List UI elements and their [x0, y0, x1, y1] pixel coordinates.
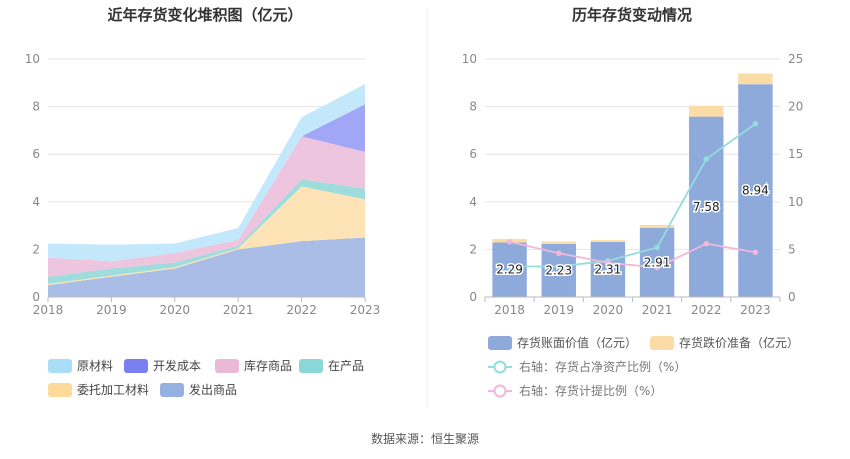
bar-segment	[738, 73, 773, 85]
legend-label: 存货跌价准备（亿元）	[679, 335, 799, 350]
area-series	[48, 136, 365, 277]
data-label: 2.91	[644, 255, 671, 269]
y-tick-label: 10	[25, 52, 40, 66]
x-tick-label: 2021	[223, 303, 254, 317]
legend-swatch	[215, 359, 239, 373]
x-tick-label: 2021	[642, 303, 673, 317]
area-series	[48, 179, 365, 284]
legend-swatch	[160, 383, 184, 397]
legend-swatch	[48, 359, 72, 373]
bar-segment	[639, 224, 675, 228]
bar-segment	[492, 242, 527, 297]
bar-segment	[590, 240, 626, 243]
line-point	[555, 250, 562, 257]
line-point	[752, 120, 759, 127]
line-point	[654, 244, 660, 251]
legend-label: 委托加工材料	[77, 383, 149, 397]
line-point	[752, 249, 759, 256]
line-point	[605, 259, 611, 266]
y-tick-label: 4	[32, 195, 40, 209]
x-tick-label: 2022	[286, 303, 317, 317]
y-tick-label: 2	[469, 242, 477, 256]
bar-segment	[590, 242, 626, 297]
y2-tick-label: 10	[788, 195, 803, 209]
legend-label: 库存商品	[244, 358, 292, 373]
legend-swatch	[488, 336, 512, 350]
bar-segment	[738, 84, 773, 297]
legend-swatch	[124, 359, 148, 373]
line-series	[509, 123, 756, 268]
y-tick-label: 6	[469, 147, 477, 161]
legend-label: 发出商品	[189, 382, 237, 397]
legend-label: 右轴：存货占净资产比例（%）	[519, 359, 686, 374]
bar-segment	[541, 241, 576, 244]
legend-label: 存货账面价值（亿元）	[517, 335, 637, 350]
line-point	[703, 156, 710, 162]
y-tick-label: 0	[32, 290, 40, 304]
x-tick-label: 2022	[691, 303, 722, 317]
y-tick-label: 8	[469, 100, 477, 114]
data-label: 7.58	[693, 200, 720, 214]
x-tick-label: 2019	[96, 303, 127, 317]
y-tick-label: 4	[469, 195, 477, 209]
line-point	[506, 238, 513, 245]
x-tick-label: 2018	[494, 303, 525, 317]
data-label: 8.94	[742, 184, 769, 198]
y2-tick-label: 20	[788, 100, 803, 114]
source-note: 数据来源：恒生聚源	[371, 431, 479, 446]
y2-tick-label: 0	[788, 290, 796, 304]
stacked-area-chart: 近年存货变化堆积图（亿元） 0 2 4 6 8 10 2018 2019 2020 2021 2022…	[25, 6, 381, 397]
y-tick-label: 10	[462, 52, 477, 66]
x-tick-label: 2018	[33, 303, 64, 317]
y2-tick-label: 25	[788, 52, 803, 66]
data-label: 2.29	[496, 263, 523, 277]
line-series	[509, 240, 756, 269]
y-tick-label: 6	[32, 147, 40, 161]
line-point	[506, 263, 513, 270]
line-point	[555, 263, 562, 270]
chart-title: 历年存货变动情况	[572, 6, 692, 24]
legend-swatch-marker	[493, 384, 507, 398]
y-tick-label: 2	[32, 242, 40, 256]
y2-tick-label: 5	[788, 242, 796, 256]
line-point	[654, 264, 660, 271]
legend-swatch-marker	[493, 360, 507, 374]
x-tick-label: 2023	[350, 303, 381, 317]
x-tick-label: 2023	[740, 303, 771, 317]
data-label: 2.23	[545, 263, 572, 277]
legend-swatch	[650, 336, 674, 350]
legend-label: 右轴：存货计提比例（%）	[519, 383, 662, 398]
area-series	[48, 186, 365, 286]
x-tick-label: 2020	[593, 303, 624, 317]
bar-line-chart: 历年存货变动情况 0 2 4 6 8 10 0 5 10 15 20 25 2.29 2.23 2.31 2.9…	[462, 6, 804, 398]
y-tick-label: 8	[32, 100, 40, 114]
y2-tick-label: 15	[788, 147, 803, 161]
bar-segment	[689, 105, 724, 117]
legend-label: 开发成本	[153, 358, 201, 373]
x-tick-label: 2020	[160, 303, 191, 317]
legend-label: 原材料	[77, 359, 113, 373]
data-label: 2.31	[595, 263, 622, 277]
x-tick-label: 2019	[543, 303, 574, 317]
area-series	[48, 237, 365, 297]
chart-title: 近年存货变化堆积图（亿元）	[107, 6, 302, 24]
line-point	[703, 240, 710, 247]
area-series	[48, 83, 365, 262]
legend-label: 在产品	[328, 359, 364, 373]
bar-segment	[689, 116, 724, 297]
legend-swatch	[48, 383, 72, 397]
legend-swatch	[299, 359, 323, 373]
y-tick-label: 0	[469, 290, 477, 304]
